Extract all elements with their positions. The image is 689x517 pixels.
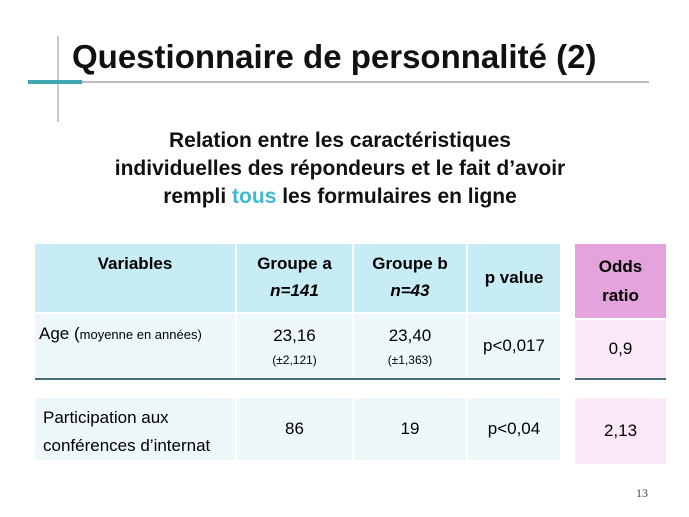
- row-age-groupe-a-sd: (±2,121): [272, 353, 317, 367]
- subtitle-highlight-word: tous: [232, 185, 277, 208]
- row-participation-odds-ratio: 2,13: [575, 398, 666, 464]
- row-participation-groupe-a-text: 86: [285, 419, 304, 438]
- header-variables-label: Variables: [97, 254, 173, 273]
- row-participation-groupe-b-text: 19: [400, 419, 420, 438]
- header-variables: Variables: [35, 244, 235, 312]
- decorative-vertical-line: [57, 36, 59, 122]
- subtitle-line-3-start: rempli: [163, 185, 233, 208]
- row-participation-variable: Participation aux conférences d’internat: [35, 398, 235, 460]
- decorative-teal-bar: [28, 80, 82, 84]
- header-p-value: p value: [468, 244, 560, 312]
- header-odds-ratio: Odds ratio: [575, 244, 666, 318]
- row-age-variable: Age (moyenne en années): [35, 314, 235, 378]
- header-groupe-a: Groupe a n=141: [237, 244, 352, 312]
- row-participation-variable-line1: Participation aux: [43, 408, 169, 427]
- subtitle-line-1: Relation entre les caractéristiques: [169, 129, 511, 152]
- row-age-groupe-b-sd: (±1,363): [387, 353, 433, 367]
- header-odds-line1: Odds: [598, 257, 643, 276]
- header-odds-line2: ratio: [602, 286, 639, 305]
- row-participation-p-value-text: p<0,04: [487, 419, 541, 438]
- slide-title: Questionnaire de personnalité (2): [72, 38, 597, 75]
- row-participation-groupe-a: 86: [237, 398, 352, 460]
- header-groupe-b-n: n=43: [390, 281, 430, 300]
- row-age-groupe-a: 23,16 (±2,121): [237, 314, 352, 378]
- row-participation-p-value: p<0,04: [468, 398, 560, 460]
- row-participation-groupe-b: 19: [354, 398, 466, 460]
- row-age-groupe-b: 23,40 (±1,363): [354, 314, 466, 378]
- page-number: 13: [636, 486, 648, 500]
- row-age-variable-main: Age (: [39, 324, 80, 343]
- slide-subtitle: Relation entre les caractéristiques indi…: [40, 127, 640, 211]
- row-age-odds-ratio: 0,9: [575, 320, 666, 378]
- row-participation-odds-ratio-text: 2,13: [603, 421, 638, 440]
- row-participation-variable-line2: conférences d’internat: [43, 436, 211, 455]
- header-groupe-a-label: Groupe a: [257, 254, 332, 273]
- table-divider-right: [575, 378, 666, 380]
- subtitle-line-3: rempli tous les formulaires en ligne: [40, 183, 640, 211]
- row-age-p-value-text: p<0,017: [483, 336, 545, 355]
- header-groupe-a-n: n=141: [270, 281, 319, 300]
- row-age-p-value: p<0,017: [468, 314, 560, 378]
- row-age-odds-ratio-text: 0,9: [608, 339, 633, 358]
- table-divider-left: [35, 378, 560, 380]
- row-age-variable-note: moyenne en années): [79, 327, 202, 342]
- row-age-groupe-a-mean: 23,16: [273, 326, 316, 345]
- header-groupe-b: Groupe b n=43: [354, 244, 466, 312]
- header-groupe-b-label: Groupe b: [372, 254, 448, 273]
- header-p-value-label: p value: [484, 268, 544, 287]
- subtitle-line-2: individuelles des répondeurs et le fait …: [114, 157, 566, 180]
- decorative-title-underline: [82, 81, 649, 83]
- subtitle-line-3-end: les formulaires en ligne: [276, 185, 517, 208]
- row-age-groupe-b-mean: 23,40: [388, 326, 432, 345]
